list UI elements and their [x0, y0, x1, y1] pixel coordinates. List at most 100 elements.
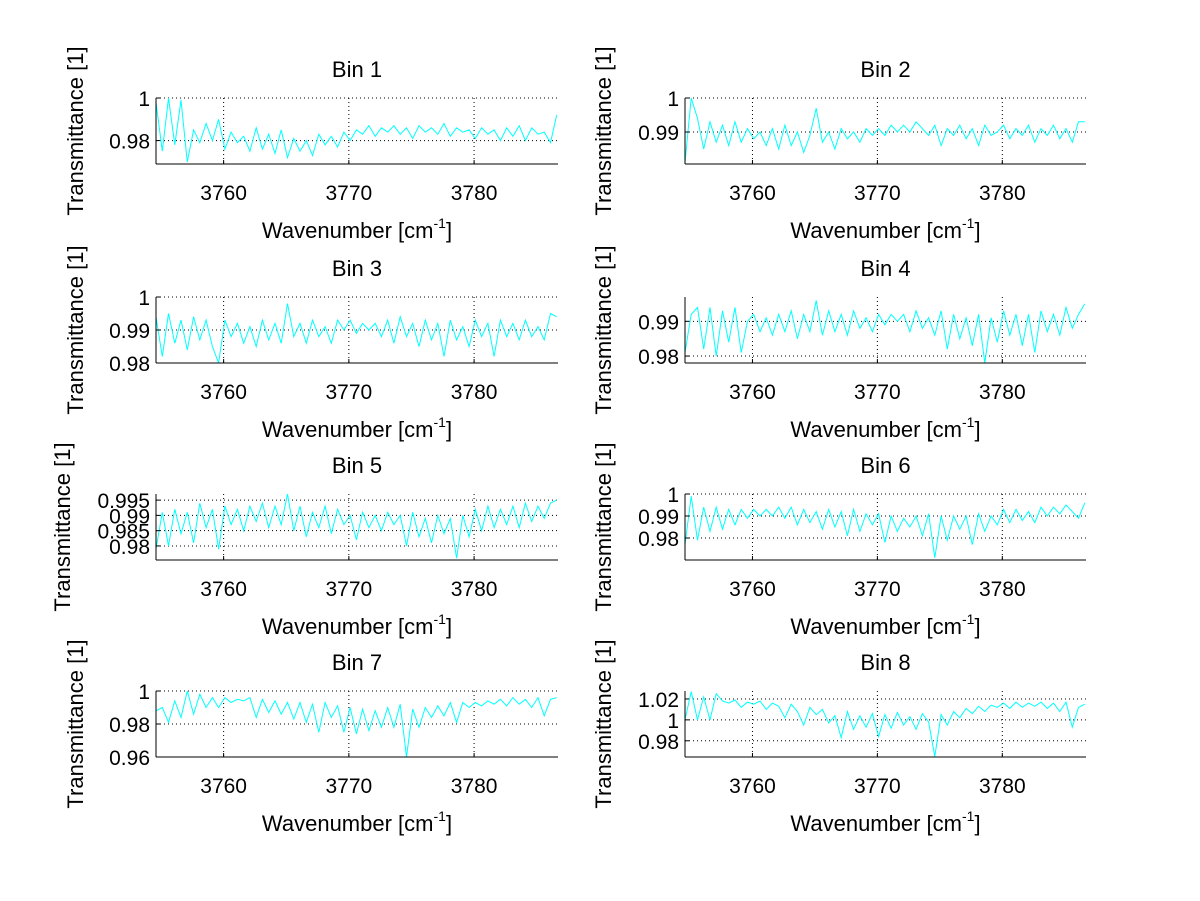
y-tick-label: 0.99	[638, 506, 679, 529]
x-axis-label-text: Wavenumber [cm	[790, 218, 962, 243]
subplot-title: Bin 7	[332, 650, 382, 675]
subplot-bin-7: 3760 3770 3780 0.96 0.98 1 Bin 7 Wavenumber [cm…	[63, 639, 558, 836]
x-tick-label: 3770	[326, 578, 373, 601]
x-axis-label-superscript: -1	[434, 611, 447, 627]
series-line-bin-3	[156, 303, 557, 363]
x-axis-label: Wavenumber [cm-1]	[262, 808, 452, 836]
x-axis-label: Wavenumber [cm-1]	[790, 215, 980, 243]
y-tick-label: 0.98	[109, 353, 150, 376]
y-tick-label: 0.99	[109, 505, 150, 528]
y-tick-label: 1	[667, 484, 679, 507]
subplot-title: Bin 2	[860, 57, 910, 82]
x-axis-label-text: Wavenumber [cm	[262, 417, 434, 442]
subplot-title: Bin 3	[332, 256, 382, 281]
y-tick-label: 1	[667, 710, 679, 733]
y-tick-label: 0.98	[638, 346, 679, 369]
y-tick-label: 0.98	[638, 528, 679, 551]
x-tick-label: 3780	[979, 775, 1026, 798]
x-axis-label-superscript: -1	[962, 414, 975, 430]
x-axis-label: Wavenumber [cm-1]	[262, 611, 452, 639]
x-axis-label: Wavenumber [cm-1]	[262, 414, 452, 442]
y-axis-label: Transmittance [1]	[591, 245, 616, 414]
series-line-bin-8	[685, 691, 1086, 757]
subplot-bin-4: 3760 3770 3780 0.98 0.99 Bin 4 Wavenumber [cm-…	[591, 245, 1086, 442]
x-axis-label: Wavenumber [cm-1]	[790, 414, 980, 442]
subplot-bin-3: 3760 3770 3780 0.98 0.99 1 Bin 3 Wavenumber [cm…	[63, 245, 558, 442]
subplot-title: Bin 8	[860, 650, 910, 675]
series-line-bin-7	[156, 691, 557, 757]
x-axis-label-bracket: ]	[974, 417, 980, 442]
x-tick-label: 3780	[451, 578, 498, 601]
x-axis-label-superscript: -1	[434, 808, 447, 824]
y-tick-label: 1	[667, 88, 679, 111]
y-axis-label: Transmittance [1]	[63, 639, 88, 808]
x-tick-label: 3780	[979, 381, 1026, 404]
x-tick-label: 3770	[326, 182, 373, 205]
x-axis-label: Wavenumber [cm-1]	[790, 808, 980, 836]
y-tick-label: 0.98	[638, 731, 679, 754]
y-tick-label: 0.99	[109, 320, 150, 343]
x-tick-label: 3780	[451, 381, 498, 404]
series-line-bin-2	[685, 98, 1085, 163]
subplot-title: Bin 1	[332, 57, 382, 82]
y-tick-label: 1.02	[638, 689, 679, 712]
x-tick-label: 3760	[729, 381, 776, 404]
y-axis-label: Transmittance [1]	[591, 442, 616, 611]
x-tick-label: 3770	[854, 182, 901, 205]
x-tick-label: 3760	[729, 182, 776, 205]
x-tick-label: 3780	[451, 775, 498, 798]
x-tick-label: 3770	[326, 775, 373, 798]
series-line-bin-6	[685, 496, 1086, 558]
x-tick-label: 3770	[326, 381, 373, 404]
x-tick-label: 3760	[729, 578, 776, 601]
subplot-title: Bin 5	[332, 453, 382, 478]
y-tick-label: 1	[138, 681, 150, 704]
y-tick-label: 0.99	[638, 311, 679, 334]
x-axis-label-text: Wavenumber [cm	[262, 811, 434, 836]
series-line-bin-5	[156, 494, 557, 559]
subplot-title: Bin 6	[860, 453, 910, 478]
y-tick-label: 0.96	[109, 747, 150, 770]
x-axis-label-bracket: ]	[974, 614, 980, 639]
x-axis-label: Wavenumber [cm-1]	[790, 611, 980, 639]
x-axis-label-text: Wavenumber [cm	[790, 417, 962, 442]
y-tick-label: 1	[138, 287, 150, 310]
x-tick-label: 3760	[729, 775, 776, 798]
y-axis-label: Transmittance [1]	[63, 46, 88, 215]
subplot-bin-6: 3760 3770 3780 0.980.991 Bin 6 Wavenumber [cm…	[591, 442, 1086, 639]
x-axis-label-bracket: ]	[974, 811, 980, 836]
y-tick-label: 0.98	[109, 536, 150, 559]
x-axis-label-text: Wavenumber [cm	[262, 218, 434, 243]
x-axis-label-superscript: -1	[962, 808, 975, 824]
x-tick-label: 3780	[979, 578, 1026, 601]
x-axis-label-superscript: -1	[434, 414, 447, 430]
y-tick-label: 0.985	[97, 521, 150, 544]
subplot-title: Bin 4	[860, 256, 910, 281]
x-tick-label: 3770	[854, 775, 901, 798]
x-axis-label-superscript: -1	[962, 611, 975, 627]
x-tick-label: 3760	[200, 775, 247, 798]
y-axis-label: Transmittance [1]	[591, 46, 616, 215]
subplot-bin-1: 3760 3770 3780 0.98 1 Bin 1 Wavenumber [cm-1] T…	[63, 46, 558, 243]
x-tick-label: 3770	[854, 381, 901, 404]
series-line-bin-4	[685, 300, 1086, 363]
x-axis-label-bracket: ]	[446, 218, 452, 243]
y-tick-label: 0.98	[109, 131, 150, 154]
x-tick-label: 3760	[200, 578, 247, 601]
subplot-bin-2: 3760 3770 3780 0.99 1 Bin 2 Wavenumber [cm-1] T…	[591, 46, 1086, 243]
x-axis-label-bracket: ]	[446, 417, 452, 442]
x-axis-label-bracket: ]	[974, 218, 980, 243]
x-tick-label: 3770	[854, 578, 901, 601]
y-axis-label: Transmittance [1]	[63, 245, 88, 414]
y-tick-label: 1	[138, 88, 150, 111]
y-tick-label: 0.98	[109, 714, 150, 737]
y-axis-label: Transmittance [1]	[591, 639, 616, 808]
series-line-bin-1	[156, 98, 558, 162]
x-axis-label-superscript: -1	[434, 215, 447, 231]
y-tick-label: 0.99	[638, 122, 679, 145]
